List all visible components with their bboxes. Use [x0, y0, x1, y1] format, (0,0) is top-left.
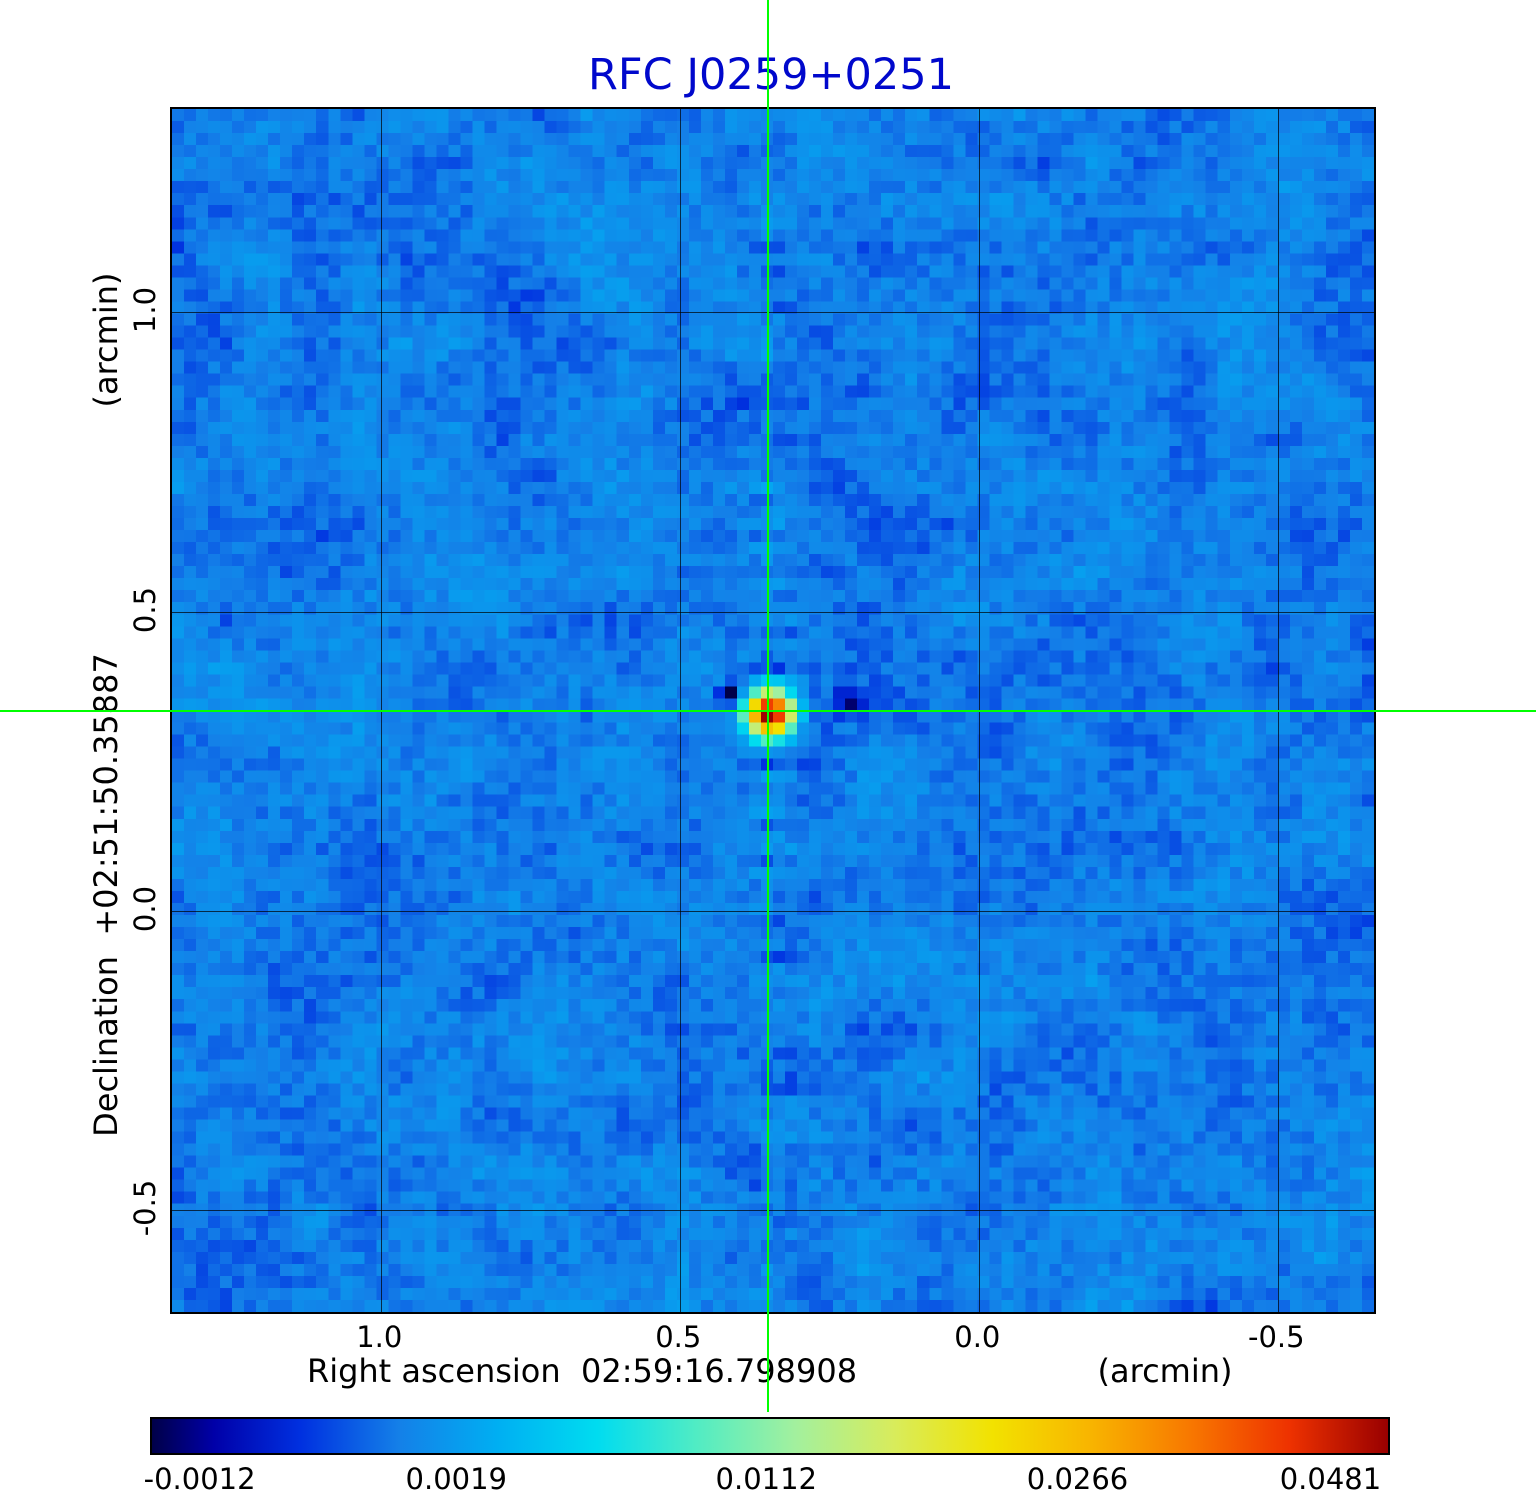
colorbar-tick-label: 0.0266	[1026, 1462, 1129, 1496]
y-tick-label: 0.5	[128, 586, 162, 633]
y-tick-label: 1.0	[128, 287, 162, 334]
grid-line-horizontal	[172, 911, 1374, 912]
x-axis-unit-label: (arcmin)	[1097, 1352, 1233, 1390]
grid-line-horizontal	[172, 611, 1374, 613]
crosshair-vertical-line	[767, 0, 769, 1412]
x-axis-label: Right ascension 02:59:16.798908	[306, 1352, 858, 1390]
y-axis-label: Declination +02:51:50.35887	[87, 653, 125, 1137]
x-tick-label: 0.5	[655, 1320, 702, 1354]
crosshair-horizontal-line	[0, 710, 1536, 713]
colorbar-tick-label: 0.0481	[1279, 1462, 1382, 1496]
grid-line-horizontal	[172, 312, 1374, 314]
y-axis-unit-label: (arcmin)	[87, 272, 125, 408]
page-title: RFC J0259+0251	[588, 50, 954, 100]
x-tick-label: 1.0	[356, 1320, 403, 1354]
colorbar-tick-label: -0.0012	[143, 1462, 256, 1496]
x-tick-label: -0.5	[1248, 1320, 1305, 1354]
colorbar	[150, 1417, 1390, 1455]
grid-line-horizontal	[172, 1210, 1374, 1212]
colorbar-tick-label: 0.0112	[715, 1462, 818, 1496]
y-tick-label: 0.0	[128, 885, 162, 933]
y-tick-label: -0.5	[128, 1179, 162, 1237]
colorbar-tick-label: 0.0019	[405, 1462, 508, 1496]
x-tick-label: 0.0	[954, 1320, 1001, 1354]
